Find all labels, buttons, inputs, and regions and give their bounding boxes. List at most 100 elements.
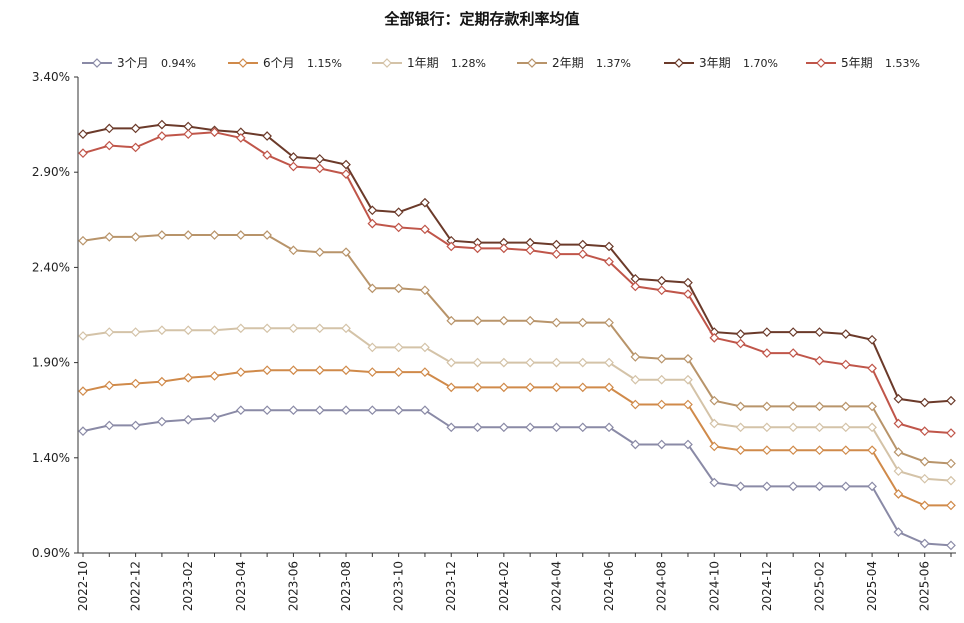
data-point [183,230,194,240]
data-point [840,481,851,492]
data-point [78,386,88,397]
data-point [788,445,799,456]
legend-value: 1.28% [451,57,486,70]
y-tick-label: 2.40% [32,260,70,274]
data-point [656,275,667,286]
data-point [262,230,272,240]
data-point [919,500,930,511]
data-point [683,439,693,450]
data-point [656,374,667,385]
data-point [577,357,588,368]
data-point [446,357,457,368]
legend-label: 1年期 [407,56,439,70]
x-tick-label: 2024-06 [602,561,616,611]
data-point [472,243,483,254]
y-tick-label: 2.90% [32,165,70,179]
data-point [762,348,772,358]
data-point [341,405,351,416]
data-point [235,405,246,416]
x-tick-label: 2023-06 [286,561,300,611]
data-point [498,382,509,393]
y-tick-label: 1.40% [32,451,70,465]
data-point [840,329,851,339]
data-point [209,371,220,381]
data-point [472,315,483,326]
y-tick-label: 3.40% [32,70,70,84]
data-point [209,127,220,138]
data-point [183,129,194,139]
data-point [735,422,746,433]
data-point [551,357,562,368]
legend-value: 1.15% [307,57,342,70]
data-point [314,405,325,416]
data-point [367,342,378,353]
data-point [314,323,325,334]
legend-value: 1.53% [885,57,920,70]
legend-label: 3年期 [699,56,731,70]
data-point [341,169,351,179]
data-point [420,285,430,296]
data-point [104,380,115,391]
data-point [157,416,167,427]
data-point [762,327,772,337]
data-point [104,123,115,134]
data-point [604,382,614,393]
data-point [420,197,430,208]
x-tick-label: 2022-12 [129,561,143,611]
data-point [525,315,536,326]
data-point [262,365,272,376]
data-point [683,289,693,299]
data-point [314,154,325,164]
data-point [840,445,851,456]
data-point [867,401,877,412]
data-point [577,382,588,393]
series-line-5 [82,123,952,404]
series-line-4 [82,234,952,465]
data-point [814,445,825,456]
data-point [288,161,299,172]
data-point [367,367,378,377]
data-point [78,148,88,159]
data-point [709,332,720,343]
x-tick-label: 2024-02 [497,561,511,611]
data-point [288,245,299,256]
data-point [656,285,667,296]
data-point [867,445,877,456]
data-point [814,327,825,337]
data-point [683,277,693,288]
data-point [788,401,799,412]
data-point [788,481,799,492]
data-point [919,397,930,408]
data-point [183,414,194,425]
data-point [604,422,614,433]
data-point [393,342,404,353]
data-point [735,401,746,412]
data-point [893,447,904,457]
data-point [78,129,88,139]
legend-marker [674,58,684,68]
data-point [577,249,588,259]
data-point [367,405,378,416]
data-point [867,363,877,374]
data-point [314,247,325,258]
data-point [130,232,141,242]
data-point [893,489,904,499]
data-point [498,422,509,433]
data-point [946,428,956,438]
data-point [130,123,141,134]
legend-label: 3个月 [117,56,149,70]
data-point [762,481,772,492]
data-point [262,131,272,141]
x-tick-label: 2024-04 [549,561,563,611]
x-tick-label: 2023-08 [339,561,353,611]
x-tick-label: 2023-04 [234,561,248,611]
data-point [104,232,115,242]
data-point [288,405,299,416]
data-point [314,163,325,174]
data-point [946,500,956,511]
data-point [104,140,115,151]
data-point [814,422,825,433]
data-point [551,239,562,250]
data-point [209,230,220,240]
